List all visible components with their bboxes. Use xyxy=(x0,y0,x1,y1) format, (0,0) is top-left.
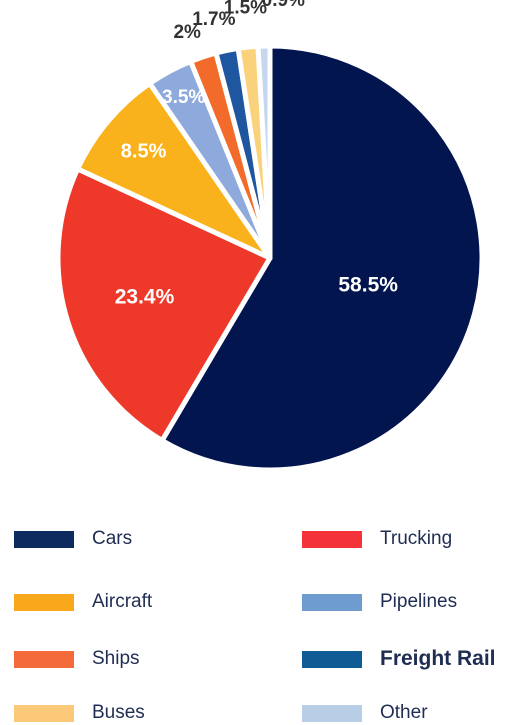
pie-slice-other xyxy=(255,43,273,261)
pie-slice-trucking xyxy=(55,166,273,443)
pie-slice-cars xyxy=(159,43,485,473)
pie-slices xyxy=(55,43,485,473)
pie-slice-aircraft xyxy=(75,80,273,261)
pie-label-pipelines: 3.5% xyxy=(162,87,205,108)
pie-label-other: 0.9% xyxy=(262,0,305,11)
pie-labels: 58.5% 23.4% 8.5% 3.5% 2%1.7%1.5%0.9% xyxy=(115,0,399,309)
pie-label-cars: 58.5% xyxy=(338,273,398,296)
pie-label-ships: 2% xyxy=(173,22,201,43)
pie-label-aircraft: 8.5% xyxy=(121,140,167,162)
pie-label-buses: 1.5% xyxy=(224,0,267,18)
pie-label-freight-rail: 1.7% xyxy=(192,9,235,30)
pie-label-trucking: 23.4% xyxy=(115,286,175,309)
